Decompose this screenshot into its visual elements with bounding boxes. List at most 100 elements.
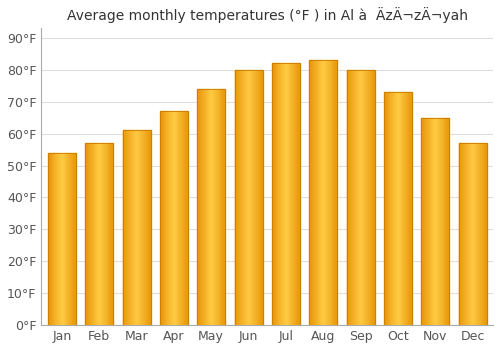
Bar [161,111,162,325]
Bar [334,60,336,325]
Bar [214,89,215,325]
Bar [216,89,217,325]
Bar [309,60,310,325]
Bar [297,63,298,325]
Bar [110,143,112,325]
Bar [218,89,220,325]
Bar [324,60,325,325]
Bar [129,131,130,325]
Bar [256,70,257,325]
Bar [438,118,439,325]
Bar [166,111,168,325]
Bar [141,131,142,325]
Bar [127,131,128,325]
Bar [217,89,218,325]
Bar [272,63,273,325]
Bar [75,153,76,325]
Bar [98,143,99,325]
Bar [325,60,326,325]
Bar [281,63,282,325]
Bar [448,118,450,325]
Bar [169,111,170,325]
Bar [63,153,64,325]
Bar [484,143,486,325]
Bar [131,131,132,325]
Bar [436,118,437,325]
Bar [483,143,484,325]
Bar [124,131,126,325]
Bar [49,153,50,325]
Bar [364,70,366,325]
Bar [309,60,337,325]
Bar [174,111,175,325]
Bar [287,63,288,325]
Bar [60,153,61,325]
Bar [410,92,411,325]
Title: Average monthly temperatures (°F ) in Al à  ÄzÄ¬zÄ¬yah: Average monthly temperatures (°F ) in Al… [66,7,468,23]
Bar [212,89,213,325]
Bar [132,131,133,325]
Bar [458,143,486,325]
Bar [173,111,174,325]
Bar [90,143,91,325]
Bar [426,118,427,325]
Bar [411,92,412,325]
Bar [184,111,185,325]
Bar [428,118,430,325]
Bar [250,70,252,325]
Bar [253,70,254,325]
Bar [290,63,292,325]
Bar [328,60,329,325]
Bar [477,143,478,325]
Bar [168,111,170,325]
Bar [199,89,200,325]
Bar [130,131,131,325]
Bar [351,70,352,325]
Bar [257,70,258,325]
Bar [252,70,254,325]
Bar [356,70,357,325]
Bar [148,131,150,325]
Bar [462,143,464,325]
Bar [407,92,408,325]
Bar [91,143,92,325]
Bar [134,131,136,325]
Bar [122,131,124,325]
Bar [481,143,482,325]
Bar [425,118,426,325]
Bar [336,60,338,325]
Bar [446,118,448,325]
Bar [368,70,369,325]
Bar [203,89,204,325]
Bar [244,70,245,325]
Bar [74,153,75,325]
Bar [59,153,60,325]
Bar [326,60,327,325]
Bar [160,111,188,325]
Bar [272,63,300,325]
Bar [283,63,284,325]
Bar [201,89,202,325]
Bar [58,153,59,325]
Bar [395,92,396,325]
Bar [329,60,330,325]
Bar [143,131,144,325]
Bar [220,89,222,325]
Bar [472,143,474,325]
Bar [476,143,478,325]
Bar [385,92,386,325]
Bar [234,70,262,325]
Bar [408,92,409,325]
Bar [360,70,362,325]
Bar [145,131,146,325]
Bar [402,92,404,325]
Bar [85,143,86,325]
Bar [92,143,94,325]
Bar [241,70,242,325]
Bar [273,63,274,325]
Bar [470,143,472,325]
Bar [202,89,203,325]
Bar [399,92,400,325]
Bar [392,92,394,325]
Bar [70,153,71,325]
